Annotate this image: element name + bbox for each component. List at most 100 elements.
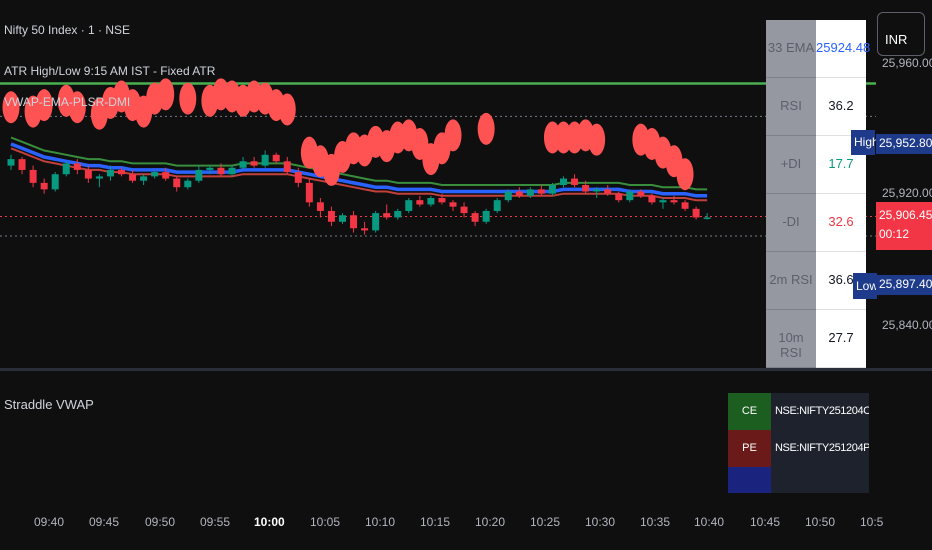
candle-body <box>626 191 634 201</box>
time-tick: 10:00 <box>254 515 285 529</box>
signal-marker <box>278 93 296 126</box>
candle-body <box>18 159 26 170</box>
currency-button[interactable]: INR <box>877 12 925 56</box>
candle-body <box>582 185 590 192</box>
vwap-red-line <box>10 147 708 202</box>
candle-body <box>173 178 181 188</box>
time-tick: 09:45 <box>89 515 120 529</box>
candle-body <box>394 210 402 218</box>
candle-body <box>482 210 490 222</box>
time-axis[interactable]: 09:40 09:45 09:50 09:55 10:00 10:05 10:1… <box>0 508 932 550</box>
candle-body <box>438 198 446 203</box>
low-label: Low <box>853 273 878 299</box>
time-tick: 10:15 <box>420 515 451 529</box>
candle-body <box>84 169 92 179</box>
partial-symbol <box>771 467 869 493</box>
vwap-indicator-legend[interactable]: VWAP-EMA-PLSR-DMI <box>4 95 131 109</box>
time-tick: 10:05 <box>310 515 341 529</box>
indicator-label: +DI <box>766 136 816 194</box>
bar-countdown: 00:12 <box>879 227 910 241</box>
candle-body <box>593 189 601 192</box>
candle-body <box>106 169 114 177</box>
candle-body <box>7 159 15 166</box>
candle-body <box>129 174 137 181</box>
candle-body <box>29 169 37 183</box>
candle-body <box>350 215 358 229</box>
candle-body <box>526 189 534 196</box>
candle-body <box>40 182 48 190</box>
candle-body <box>460 206 468 214</box>
candle-body <box>604 189 612 194</box>
candle-body <box>118 169 125 175</box>
time-tick: 10:10 <box>365 515 396 529</box>
indicator-row: 33 EMA 25924.48 <box>766 20 870 78</box>
time-tick: 09:55 <box>200 515 231 529</box>
indicator-row: 10m RSI 27.7 <box>766 310 866 368</box>
candle-body <box>659 200 667 203</box>
time-tick: 10:5 <box>860 515 884 529</box>
indicator-row: +DI 17.7 <box>766 136 866 194</box>
signal-marker <box>157 78 175 111</box>
signal-marker <box>68 91 86 124</box>
time-tick: 10:45 <box>750 515 781 529</box>
candle-body <box>151 172 159 177</box>
indicator-label: 33 EMA <box>766 20 816 78</box>
candle-body <box>372 213 380 231</box>
candle-body <box>703 217 711 219</box>
candle-body <box>692 208 700 218</box>
candle-body <box>184 180 192 188</box>
candle-body <box>140 176 148 181</box>
candle-body <box>51 174 59 190</box>
ce-tag: CE <box>728 393 771 430</box>
signal-marker <box>179 82 197 115</box>
candle-body <box>195 169 203 181</box>
candle-body <box>648 195 656 203</box>
candle-body <box>427 198 435 205</box>
candle-body <box>548 185 556 194</box>
candle-body <box>560 178 567 186</box>
time-tick: 10:35 <box>640 515 671 529</box>
price-chart[interactable] <box>0 0 932 368</box>
ema-green-line <box>10 136 708 191</box>
signal-marker <box>2 91 20 124</box>
candle-body <box>162 172 170 179</box>
price-axis[interactable]: 25,960.00 25,920.00 25,840.00 <box>876 56 932 366</box>
symbol-title[interactable]: Nifty 50 Index · 1 · NSE <box>4 23 131 37</box>
candle-body <box>681 202 689 209</box>
candle-body <box>405 200 413 211</box>
pane-separator[interactable] <box>0 368 932 371</box>
atr-indicator-legend[interactable]: ATR High/Low 9:15 AM IST - Fixed ATR <box>4 64 216 78</box>
indicator-row: 2m RSI 36.6 <box>766 252 866 310</box>
candle-body <box>504 191 512 201</box>
pe-symbol: NSE:NIFTY251204P22000 <box>771 430 869 467</box>
indicator-table: 33 EMA 25924.48 RSI 36.2 +DI 17.7 -DI 32… <box>766 20 870 368</box>
candle-body <box>316 202 324 211</box>
candle-body <box>250 161 258 166</box>
signal-marker <box>588 123 606 156</box>
indicator-value: 25924.48 <box>816 20 870 78</box>
candle-body <box>217 167 225 175</box>
candle-body <box>272 154 280 162</box>
candle-body <box>493 200 501 211</box>
candle-body <box>228 167 236 175</box>
candle-body <box>95 176 103 179</box>
straddle-vwap-legend[interactable]: Straddle VWAP <box>4 397 94 412</box>
indicator-label: -DI <box>766 194 816 252</box>
ema-33-line <box>10 142 708 198</box>
candle-body <box>471 213 479 222</box>
current-price-tag: 25,906.45 00:12 <box>876 202 932 250</box>
indicator-row: RSI 36.2 <box>766 78 866 136</box>
candle-body <box>637 191 645 196</box>
candle-body <box>416 200 424 205</box>
candle-body <box>537 189 545 194</box>
price-tick: 25,840.00 <box>882 318 932 332</box>
candle-body <box>294 172 302 183</box>
candle-body <box>515 191 523 196</box>
time-tick: 10:25 <box>530 515 561 529</box>
partial-tag <box>728 467 771 493</box>
signal-marker <box>676 158 694 191</box>
time-tick: 09:50 <box>145 515 176 529</box>
candle-body <box>670 200 678 203</box>
candle-body <box>361 228 369 231</box>
time-tick: 10:40 <box>694 515 725 529</box>
